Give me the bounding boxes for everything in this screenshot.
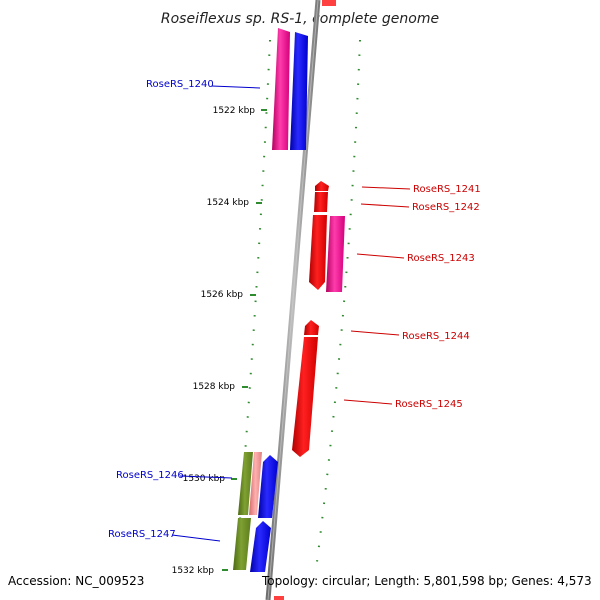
gene-label-1240[interactable]: RoseRS_1240 [146,79,214,90]
gene-segment-top [322,0,336,6]
gene-block-1243-magenta[interactable] [326,216,345,292]
gene-block-1240-blue[interactable] [290,32,308,150]
tick-label-1522: 1522 kbp [213,106,256,116]
accession-text: Accession: NC_009523 [8,574,145,588]
gene-block-1246-pink[interactable] [249,452,262,515]
gene-arrow-1244[interactable] [304,320,319,335]
gene-segment-bottom [274,596,284,600]
genome-backbone [265,0,336,600]
tick-marks [222,109,267,571]
inner-dotted-arc [235,39,271,571]
gene-block-1242[interactable] [314,192,328,212]
map-title: Roseiflexus sp. RS-1, complete genome [161,11,439,27]
gene-block-1247-olive[interactable] [233,518,251,570]
gene-block-1240-magenta[interactable] [272,28,290,150]
gene-arrow-1241[interactable] [315,181,329,191]
tick-label-1526: 1526 kbp [201,290,244,300]
outer-dotted-arc [315,39,361,571]
gene-label-1247[interactable]: RoseRS_1247 [108,529,176,540]
gene-label-1242[interactable]: RoseRS_1242 [412,202,480,213]
gene-arrow-1247-blue[interactable] [250,521,271,572]
tick-label-1530: 1530 kbp [183,474,226,484]
genome-info-text: Topology: circular; Length: 5,801,598 bp… [262,574,592,588]
gene-label-1243[interactable]: RoseRS_1243 [407,253,475,264]
tick-label-1532: 1532 kbp [172,566,215,576]
gene-arrow-1246-blue[interactable] [258,455,278,518]
gene-label-1244[interactable]: RoseRS_1244 [402,331,470,342]
tick-label-1528: 1528 kbp [193,382,236,392]
gene-features [233,28,345,572]
tick-labels: 1522 kbp 1524 kbp 1526 kbp 1528 kbp 1530… [172,106,256,576]
gene-block-1246-olive[interactable] [238,452,253,515]
gene-labels: RoseRS_1240 RoseRS_1241 RoseRS_1242 Rose… [108,79,481,540]
gene-label-1245[interactable]: RoseRS_1245 [395,399,463,410]
gene-arrow-1243-red[interactable] [309,215,327,290]
label-leader-lines [171,85,411,542]
gene-label-1241[interactable]: RoseRS_1241 [413,184,481,195]
gene-label-1246[interactable]: RoseRS_1246 [116,470,184,481]
tick-label-1524: 1524 kbp [207,198,250,208]
gene-block-1245[interactable] [292,337,318,457]
